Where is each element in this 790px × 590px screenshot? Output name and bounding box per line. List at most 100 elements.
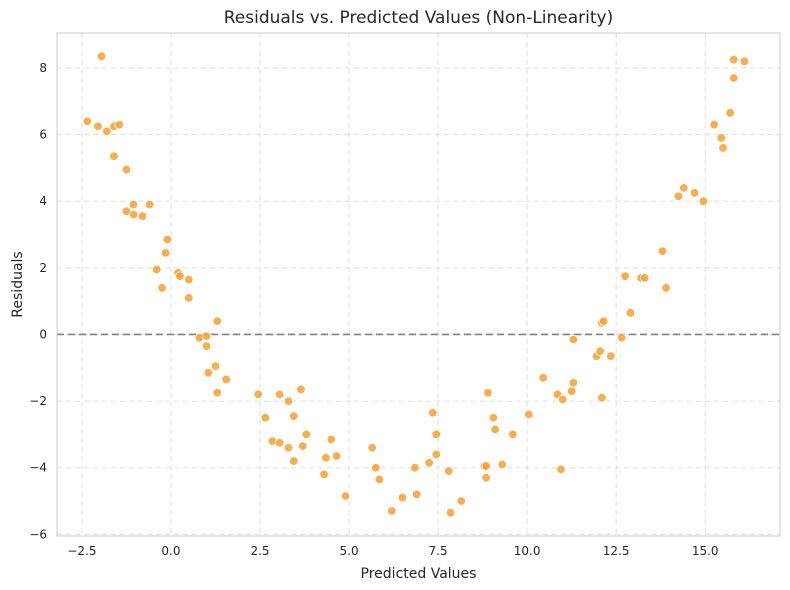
data-point — [371, 463, 381, 473]
data-point — [490, 424, 500, 435]
data-point — [566, 386, 577, 396]
data-point — [93, 121, 103, 131]
data-point — [431, 429, 442, 440]
data-point — [606, 351, 616, 361]
data-point — [374, 474, 385, 485]
data-point — [428, 408, 438, 418]
data-point — [718, 143, 728, 153]
data-point — [298, 441, 308, 451]
y-tick-label: −6 — [29, 527, 47, 541]
y-tick-label: −2 — [29, 394, 47, 408]
x-tick-label: 2.5 — [250, 544, 269, 558]
data-point — [184, 293, 194, 303]
data-point — [483, 388, 493, 398]
data-point — [137, 211, 148, 221]
grid-lines — [57, 33, 780, 536]
chart-title: Residuals vs. Predicted Values (Non-Line… — [224, 8, 614, 28]
data-point — [109, 151, 119, 161]
data-point — [556, 464, 566, 475]
data-point — [82, 116, 92, 126]
data-point — [673, 191, 684, 201]
y-tick-label: 0 — [39, 327, 47, 341]
data-points — [82, 51, 750, 518]
data-point — [212, 316, 222, 326]
data-point — [201, 331, 212, 341]
data-point — [616, 333, 627, 343]
data-point — [625, 308, 636, 318]
data-point — [144, 199, 155, 210]
data-point — [201, 341, 212, 351]
data-point — [709, 119, 719, 130]
data-point — [367, 443, 377, 453]
x-tick-label: 12.5 — [603, 544, 630, 558]
data-point — [431, 449, 442, 460]
data-point — [595, 346, 605, 356]
data-point — [340, 491, 351, 501]
data-point — [274, 438, 285, 448]
data-point — [331, 451, 342, 461]
data-point — [444, 466, 454, 476]
x-tick-label: −2.5 — [67, 544, 96, 558]
data-point — [260, 413, 271, 423]
data-point — [728, 73, 739, 83]
data-point — [157, 283, 167, 293]
data-point — [508, 429, 518, 440]
data-point — [524, 409, 534, 420]
y-tick-label: 6 — [39, 128, 47, 142]
data-point — [326, 434, 336, 445]
data-point — [301, 429, 312, 440]
data-point — [716, 133, 726, 143]
data-point — [497, 459, 507, 470]
data-point — [689, 188, 700, 198]
data-point — [128, 209, 139, 220]
data-point — [283, 443, 294, 453]
y-tick-label: −4 — [29, 461, 47, 475]
data-point — [481, 473, 491, 483]
x-tick-label: 15.0 — [692, 544, 719, 558]
data-point — [321, 453, 331, 463]
data-point — [728, 54, 739, 65]
data-point — [102, 126, 112, 136]
data-point — [424, 458, 434, 468]
data-point — [568, 378, 579, 388]
data-point — [319, 469, 329, 480]
plot-frame — [56, 32, 781, 537]
data-point — [456, 496, 466, 506]
data-point — [639, 273, 650, 283]
data-point — [283, 396, 294, 406]
data-point — [296, 384, 306, 395]
data-point — [128, 199, 139, 210]
data-point — [160, 248, 171, 258]
data-point — [698, 196, 709, 206]
data-point — [387, 506, 397, 516]
data-point — [620, 271, 630, 281]
data-point — [679, 183, 689, 193]
data-point — [203, 368, 214, 378]
data-point — [152, 264, 162, 275]
data-point — [210, 361, 221, 371]
data-point — [488, 413, 498, 423]
data-point — [253, 389, 263, 400]
data-point — [212, 388, 222, 398]
data-point — [481, 461, 491, 471]
x-tick-labels: −2.5 0.0 2.5 5.0 7.5 10.0 12.5 15.0 — [67, 544, 718, 558]
plot-area — [57, 33, 780, 536]
data-point — [274, 389, 285, 400]
data-point — [121, 164, 132, 175]
data-point — [162, 234, 173, 245]
x-tick-label: 5.0 — [340, 544, 359, 558]
y-tick-label: 2 — [39, 261, 47, 275]
x-tick-label: 0.0 — [161, 544, 180, 558]
data-point — [599, 316, 609, 326]
data-point — [289, 411, 299, 421]
y-axis-label: Residuals — [10, 251, 26, 317]
data-point — [184, 274, 194, 285]
data-point — [410, 463, 420, 473]
x-axis-label: Predicted Values — [361, 566, 477, 582]
data-point — [412, 489, 422, 500]
data-point — [289, 456, 299, 466]
data-point — [445, 507, 456, 518]
data-point — [597, 393, 607, 403]
data-point — [114, 119, 125, 130]
data-point — [568, 334, 579, 345]
